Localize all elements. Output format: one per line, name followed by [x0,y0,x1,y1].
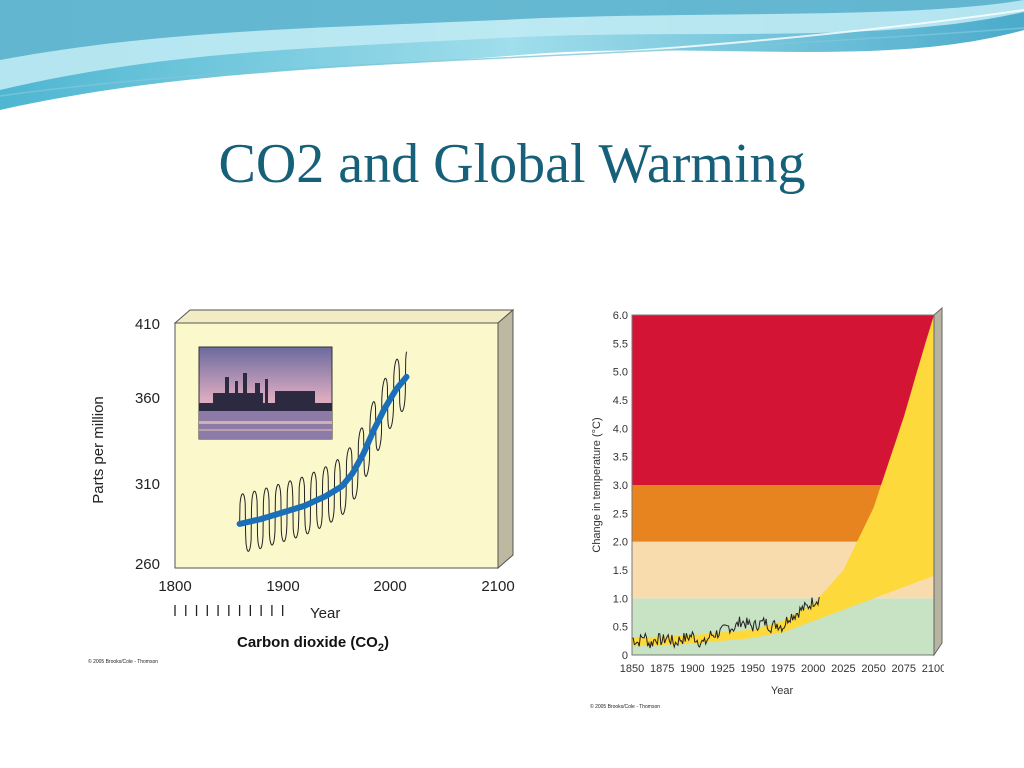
co2-ytick-310: 310 [135,476,160,493]
temp-xtick: 1975 [771,663,795,675]
temp-xtick: 2075 [892,663,916,675]
co2-ytick-410: 410 [135,316,160,333]
temp-box-side [933,306,943,657]
co2-copyright: © 2005 Brooks/Cole - Thomson [88,658,158,665]
slide-title: CO2 and Global Warming [218,133,806,195]
temp-ytick: 5.5 [613,338,628,350]
co2-xtick-1800: 1800 [158,578,191,595]
temp-ytick: 3.5 [613,452,628,464]
refinery-photo [198,346,333,440]
temp-ytick: 1.5 [613,565,628,577]
temperature-chart: 6.0 5.5 5.0 4.5 4.0 3.5 3.0 2.5 2.0 1.5 1.0 0.5 0185… [582,300,944,715]
co2-box-top [173,309,515,324]
co2-chart: 410 360 310 260 1800 1900 2000 2100 Part… [85,305,520,670]
co2-box-side [497,308,514,570]
temp-xlabel: Year [771,685,794,697]
temp-xtick: 1950 [741,663,765,675]
temp-ytick: 4.0 [613,423,628,435]
co2-xtick-2100: 2100 [481,578,514,595]
temp-ytick: 4.5 [613,395,628,407]
header-wave [0,0,1024,113]
co2-ytick-360: 360 [135,390,160,407]
temp-xtick: 1875 [650,663,674,675]
co2-seasonal-cycle-line [239,351,407,552]
temp-band-3 [632,315,934,485]
co2-ylabel: Parts per million [90,396,107,504]
temp-ytick: 0 [622,650,628,662]
temp-copyright: © 2005 Brooks/Cole - Thomson [590,703,660,710]
temp-ytick: 2.5 [613,508,628,520]
temp-ytick: 2.0 [613,537,628,549]
temp-ylabel: Change in temperature (°C) [591,417,603,552]
temp-ytick: 1.0 [613,593,628,605]
temp-projection-area [632,315,934,647]
temp-xtick: 1850 [620,663,644,675]
co2-decade-ticks [174,605,284,616]
co2-xtick-2000: 2000 [373,578,406,595]
temp-observed-line [632,597,820,649]
temp-xtick: 1900 [680,663,704,675]
temp-xtick: 2100 [922,663,944,675]
temp-xtick: 2050 [861,663,885,675]
temp-xtick: 1925 [710,663,734,675]
temp-ytick: 0.5 [613,622,628,634]
temp-ytick: 3.0 [613,480,628,492]
temp-xtick: 2000 [801,663,825,675]
co2-xtick-1900: 1900 [266,578,299,595]
co2-ytick-260: 260 [135,556,160,573]
temp-xtick: 2025 [831,663,855,675]
temp-ytick: 5.0 [613,367,628,379]
co2-trend-line [236,373,410,527]
co2-caption: Carbon dioxide (CO2) [237,634,389,654]
co2-xlabel: Year [310,605,340,622]
temp-ytick: 6.0 [613,310,628,322]
